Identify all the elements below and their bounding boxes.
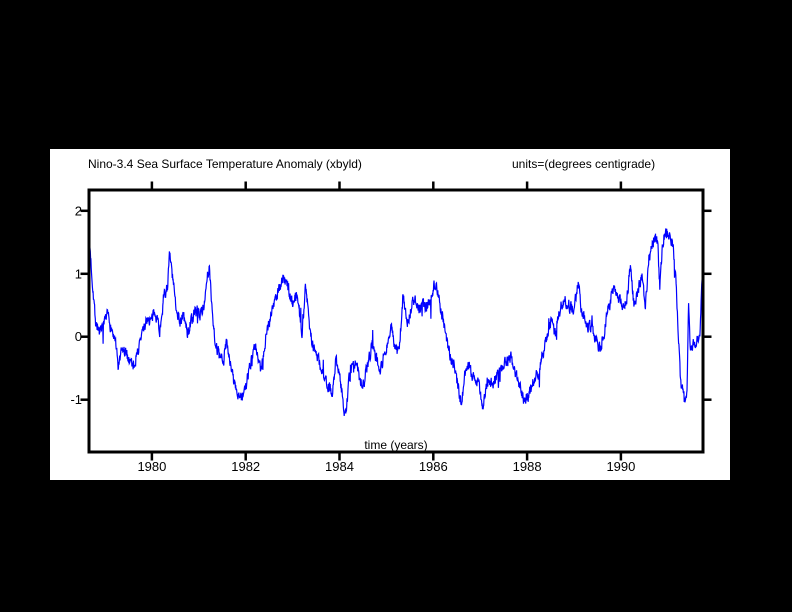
y-tick-label: 0: [75, 329, 82, 344]
x-tick-label: 1982: [231, 459, 260, 474]
x-tick-label: 1980: [137, 459, 166, 474]
x-tick-label: 1988: [513, 459, 542, 474]
y-tick-label: -1: [70, 392, 82, 407]
x-tick-label: 1984: [325, 459, 354, 474]
y-tick-label: 2: [75, 203, 82, 218]
anomaly-line: [89, 228, 703, 416]
chart-title: Nino-3.4 Sea Surface Temperature Anomaly…: [88, 157, 362, 171]
chart-units-label: units=(degrees centigrade): [512, 157, 656, 171]
plot-area: 1980 1982 1984 1986 1988 1990 2 1 0 -1 time (years…: [70, 181, 712, 474]
x-tick-label: 1990: [606, 459, 635, 474]
y-tick-label: 1: [75, 266, 82, 281]
x-axis-label: time (years): [364, 438, 427, 452]
plot-background: Nino-3.4 Sea Surface Temperature Anomaly…: [50, 149, 730, 480]
plot-box-border: [87, 188, 705, 454]
x-tick-label: 1986: [419, 459, 448, 474]
